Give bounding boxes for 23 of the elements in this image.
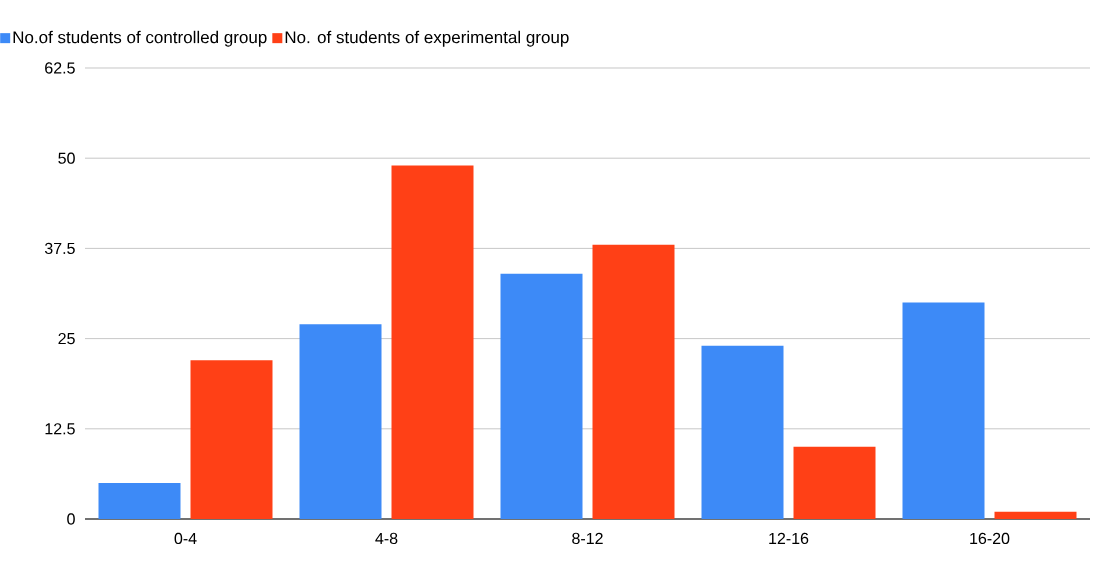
x-tick-label: 4-8 [375, 532, 398, 545]
bar [391, 165, 474, 519]
bar [793, 446, 876, 519]
bar [701, 345, 784, 519]
bar [500, 273, 583, 519]
bar [299, 324, 382, 519]
bar [98, 482, 181, 519]
legend-label: No. of students of experimental group [285, 30, 569, 47]
y-tick-label: 50 [58, 152, 75, 164]
x-tick-label: 0-4 [174, 532, 197, 545]
y-tick-label: 37.5 [44, 242, 75, 255]
bar [902, 302, 985, 519]
y-tick-label: 25 [58, 332, 75, 345]
x-tick-label: 16-20 [970, 532, 1010, 545]
bar [190, 360, 273, 519]
y-tick-label: 12.5 [45, 423, 75, 435]
y-tick-label: 0 [67, 513, 75, 525]
bar [592, 244, 675, 519]
legend-label: No.of students of controlled group [13, 30, 267, 47]
x-tick-label: 12-16 [769, 532, 809, 545]
x-tick-label: 8-12 [572, 532, 603, 545]
y-tick-label: 62.5 [45, 62, 75, 74]
bar [994, 511, 1077, 519]
